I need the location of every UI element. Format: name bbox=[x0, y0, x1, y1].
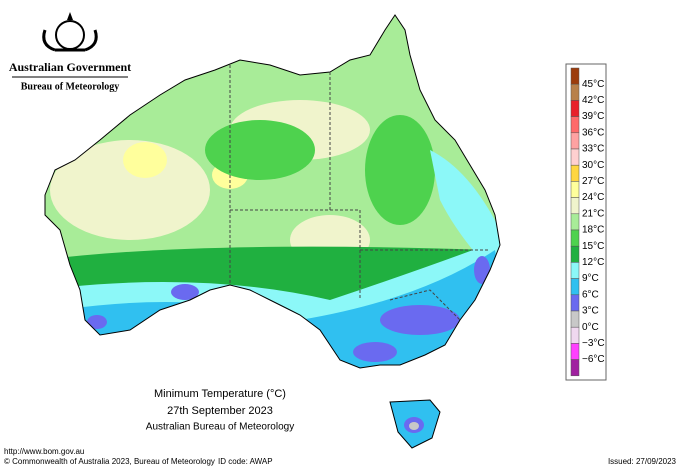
legend-label: 45°C bbox=[582, 79, 604, 90]
legend-swatch bbox=[570, 100, 580, 117]
legend-label: 27°C bbox=[582, 176, 604, 187]
legend-swatch bbox=[570, 164, 580, 182]
legend-label: 33°C bbox=[582, 144, 604, 155]
agency-name: Bureau of Meteorology bbox=[21, 81, 120, 92]
legend-swatch bbox=[570, 197, 580, 215]
legend-label: 24°C bbox=[582, 192, 604, 203]
legend-swatch bbox=[570, 278, 580, 296]
government-name: Australian Government bbox=[9, 60, 131, 74]
legend-swatch bbox=[570, 67, 580, 85]
legend-label: 9°C bbox=[582, 273, 599, 284]
legend-swatch bbox=[570, 359, 580, 377]
legend-swatch bbox=[570, 343, 580, 360]
legend-swatch bbox=[570, 213, 580, 231]
map-date: 27th September 2023 bbox=[167, 405, 273, 417]
legend-label: 42°C bbox=[582, 95, 604, 106]
legend-swatch bbox=[570, 262, 580, 279]
legend-swatch bbox=[570, 116, 580, 134]
legend-swatch bbox=[570, 245, 580, 263]
legend-label: 15°C bbox=[582, 241, 604, 252]
legend-label: 21°C bbox=[582, 208, 604, 219]
legend-label: 30°C bbox=[582, 160, 604, 171]
legend: 45°C 42°C 39°C 36°C 33°C 30°C 27°C 24°C 21°C 18°C… bbox=[570, 67, 605, 377]
coastline bbox=[44, 14, 501, 369]
logo bbox=[42, 12, 98, 52]
legend-label: 0°C bbox=[582, 322, 599, 333]
legend-label: 36°C bbox=[582, 127, 604, 138]
map-title: Minimum Temperature (°C) bbox=[154, 388, 286, 400]
issued: Issued: 27/09/2023 bbox=[608, 457, 677, 466]
legend-swatch bbox=[570, 181, 580, 198]
legend-label: −3°C bbox=[582, 338, 605, 349]
legend-swatch bbox=[570, 132, 580, 150]
tasmania bbox=[389, 399, 441, 449]
legend-label: 39°C bbox=[582, 111, 604, 122]
legend-swatch bbox=[570, 83, 580, 101]
url: http://www.bom.gov.au bbox=[4, 447, 84, 456]
state-borders bbox=[229, 65, 490, 321]
legend-swatch bbox=[570, 310, 580, 328]
legend-label: −6°C bbox=[582, 354, 605, 365]
copyright: © Commonwealth of Australia 2023, Bureau… bbox=[4, 457, 215, 466]
legend-swatch bbox=[570, 294, 580, 312]
id-code: ID code: AWAP bbox=[218, 457, 273, 466]
legend-label: 3°C bbox=[582, 306, 599, 317]
legend-swatch bbox=[570, 326, 580, 344]
legend-label: 12°C bbox=[582, 257, 604, 268]
legend-label: 18°C bbox=[582, 225, 604, 236]
map-source: Australian Bureau of Meteorology bbox=[146, 422, 294, 433]
legend-label: 6°C bbox=[582, 289, 599, 300]
legend-swatch bbox=[570, 229, 580, 247]
legend-swatch bbox=[570, 148, 580, 166]
